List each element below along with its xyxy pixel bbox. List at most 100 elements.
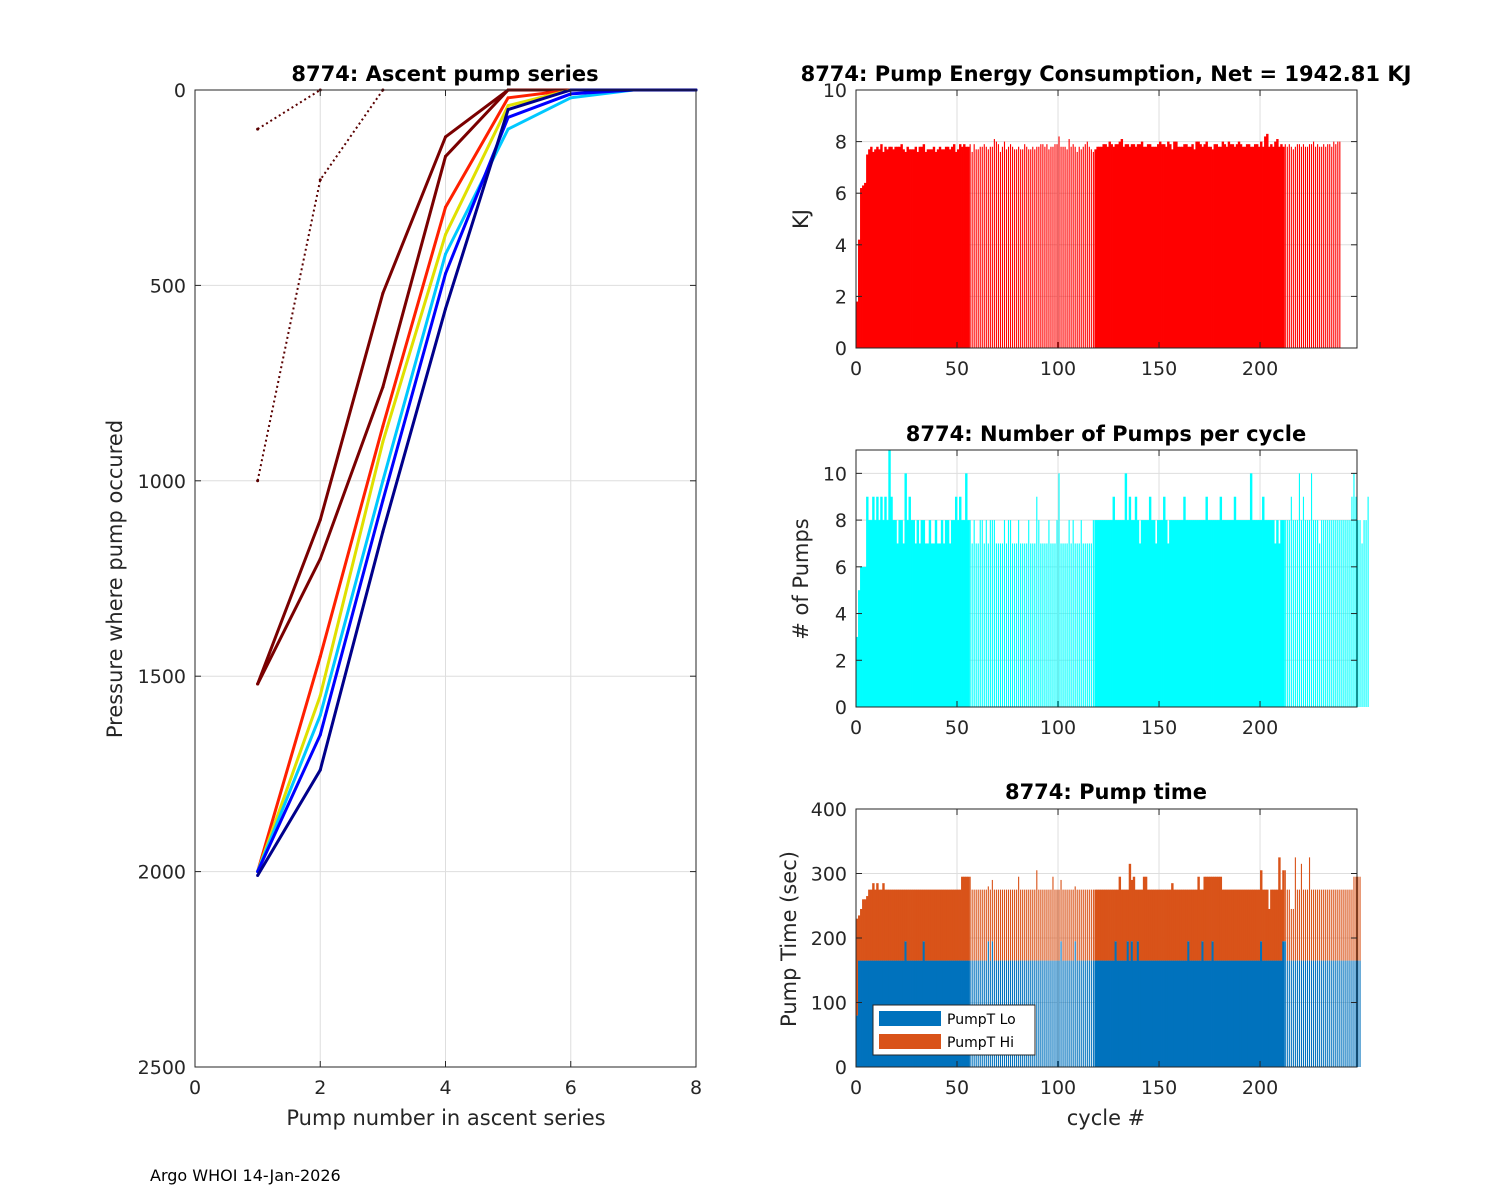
pumps-bar [1191,520,1194,707]
pumps-bar [1100,520,1103,707]
pumps-bar [1268,520,1271,707]
pumps-bar [1239,520,1243,707]
pumptime-bar-hi [963,876,966,961]
pumps-bar [1185,520,1188,707]
pumptime-bar-lo [1110,960,1113,1067]
energy-bar [876,146,879,348]
pumps-bar [1038,520,1040,707]
pumps-bar [952,520,956,707]
pumptime-bar-hi [1310,889,1313,961]
ascent-xtick-label: 0 [189,1077,201,1099]
pumps-bar [1154,543,1158,707]
energy-bar [1251,146,1255,348]
energy-bar [1102,144,1105,348]
energy-bar [1247,144,1251,348]
pumps-bar [1351,496,1353,707]
pumptime-bar-hi [1353,876,1355,961]
pumps-bar [1195,520,1198,707]
ascent-point [381,385,385,389]
energy-bar [1321,146,1323,348]
pumptime-bar-hi [1080,889,1082,961]
energy-bar [1183,144,1186,348]
pumptime-xtick-label: 100 [1040,1077,1076,1099]
pumptime-bar-hi [999,889,1001,961]
energy-bar [1072,144,1074,348]
energy-panel: 8774: Pump Energy Consumption, Net = 194… [789,62,1411,380]
pumptime-bar-hi [1272,889,1275,961]
pumps-bar [1341,520,1343,707]
pumptime-bar-lo [1282,941,1285,1067]
pumptime-bar-hi [1146,889,1150,961]
energy-bar [920,146,924,348]
energy-bar [1193,149,1196,348]
pumptime-bar-lo [1207,960,1210,1067]
pumps-xtick-label: 200 [1242,717,1278,739]
pumps-bar [1118,520,1122,707]
pumps-bar [868,520,871,707]
energy-ytick-label: 0 [835,338,847,360]
pumps-bar [1126,520,1130,707]
pumptime-bar-hi [1048,889,1050,961]
pumptime-bar-hi [1018,876,1020,961]
pumps-bar [1296,520,1298,707]
pumptime-title: 8774: Pump time [1005,780,1207,804]
pumptime-bar-lo [922,941,926,1067]
energy-bar [1016,149,1018,348]
energy-bar [1007,146,1010,348]
ascent-point [444,135,447,139]
pumps-bar [880,496,883,707]
pumptime-bar-hi [900,889,903,961]
pumptime-bar-lo [1096,960,1099,1067]
energy-bar [1286,146,1288,348]
energy-bar [1169,144,1172,348]
ascent-ticks: 0 2 4 6 8 0 500 1000 1500 2000 2500 [138,80,702,1099]
pumptime-bar-hi [1185,889,1188,961]
energy-bar [1048,149,1050,348]
pumptime-bar-lo [1337,960,1339,1067]
pumptime-bar-hi [878,889,881,961]
pumptime-bar-lo [1217,960,1221,1067]
pumptime-bar-hi [1090,889,1092,961]
pumptime-bar-hi [1245,889,1249,961]
energy-bar [1205,141,1208,348]
energy-bar [1337,141,1339,348]
pumps-title: 8774: Number of Pumps per cycle [906,422,1306,446]
pumptime-bar-lo [862,960,865,1067]
pumptime-bar-hi [1148,889,1152,961]
ascent-point [506,96,510,100]
pumptime-bar-lo [1054,960,1056,1067]
energy-bar [1082,146,1084,348]
pumptime-bar-hi [1306,889,1309,961]
pumptime-bar-lo [1163,960,1166,1067]
pumptime-bar-hi [1333,889,1335,961]
ascent-ytick-label: 2000 [138,862,186,884]
energy-bar [1163,144,1166,348]
pumptime-bar-hi [969,876,971,961]
pumps-bar [1163,496,1166,707]
pumps-bar [1152,520,1156,707]
pumps-bar [1022,543,1024,707]
energy-bar [866,154,869,348]
energy-bar [1317,144,1319,348]
pumps-bar [908,496,911,707]
pumps-bar [1187,520,1190,707]
footer-credit: Argo WHOI 14-Jan-2026 [150,1166,341,1185]
pumps-bar [1080,520,1082,707]
pumps-bar [1276,520,1279,707]
pumptime-bar-hi [1268,908,1271,961]
energy-bar [1128,146,1132,348]
pumptime-bar-hi [1323,889,1325,961]
pumptime-bar-lo [1084,960,1086,1067]
energy-bar [906,146,909,348]
pumptime-bar-hi [1100,889,1103,961]
pumps-bar [1286,520,1288,707]
ascent-line-typical-navy [256,88,696,877]
pumptime-bar-hi [1229,889,1233,961]
pumps-bar [1148,496,1152,707]
pumps-bar [1329,520,1331,707]
energy-title: 8774: Pump Energy Consumption, Net = 194… [801,62,1412,86]
pumps-bar [1142,520,1146,707]
pumps-bar [866,496,869,707]
pumptime-bar-lo [1253,960,1257,1067]
pumptime-bar-hi [862,899,865,961]
